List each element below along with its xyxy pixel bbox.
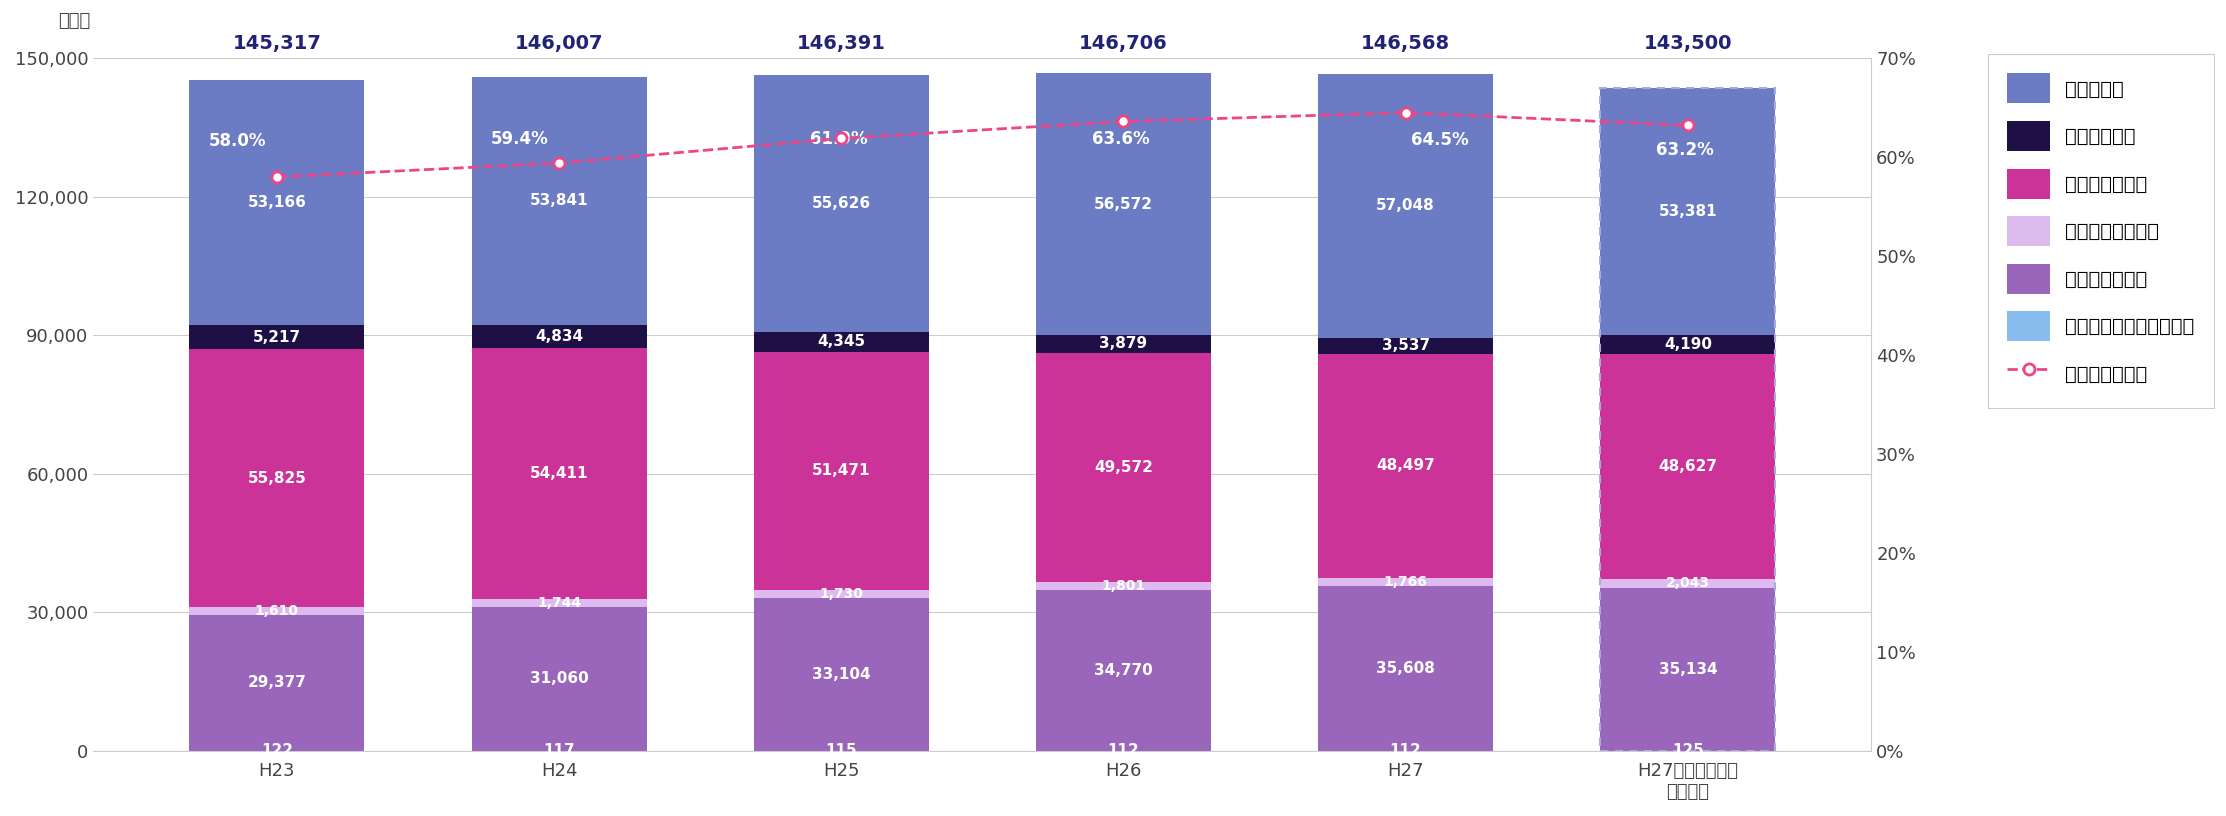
Text: 63.6%: 63.6%	[1091, 130, 1149, 148]
Text: 56,572: 56,572	[1093, 197, 1153, 211]
Bar	[755, 75, 928, 332]
Bar	[189, 614, 365, 751]
Bar	[1035, 335, 1211, 353]
Text: 34,770: 34,770	[1095, 663, 1153, 678]
Bar	[755, 332, 928, 352]
Bar	[1600, 579, 1776, 588]
Text: 1,744: 1,744	[536, 596, 581, 610]
Text: 2,043: 2,043	[1665, 576, 1710, 591]
Text: 64.5%: 64.5%	[1411, 131, 1469, 149]
Text: 49,572: 49,572	[1093, 459, 1153, 475]
Text: 59.4%: 59.4%	[490, 130, 548, 148]
Text: 53,166: 53,166	[247, 195, 307, 210]
Bar	[755, 352, 928, 590]
Bar	[1318, 74, 1494, 338]
Text: 48,497: 48,497	[1376, 459, 1436, 473]
Text: 122: 122	[260, 743, 294, 758]
Text: 146,391: 146,391	[797, 33, 886, 52]
Text: 63.2%: 63.2%	[1656, 141, 1714, 159]
Text: 53,381: 53,381	[1658, 204, 1716, 219]
Text: 143,500: 143,500	[1643, 33, 1732, 52]
Bar	[189, 349, 365, 607]
Bar	[472, 326, 646, 348]
Legend: 公共下水道, し尿汲み取り, 単独処理浄化槽, 農業集落排水施設, 合併処理浄化槽, コミュニティ・プラント, 生活排水処理率: 公共下水道, し尿汲み取り, 単独処理浄化槽, 農業集落排水施設, 合併処理浄化…	[1988, 54, 2215, 408]
Bar	[755, 597, 928, 751]
Bar	[1035, 73, 1211, 335]
Bar	[472, 77, 646, 326]
Bar	[1318, 578, 1494, 586]
Text: 125: 125	[1672, 743, 1703, 758]
Text: 54,411: 54,411	[530, 466, 588, 481]
Text: 1,610: 1,610	[256, 604, 298, 618]
Text: 146,706: 146,706	[1080, 33, 1169, 52]
Text: 5,217: 5,217	[254, 330, 301, 345]
Text: 146,568: 146,568	[1360, 33, 1451, 52]
Text: 35,608: 35,608	[1376, 661, 1436, 676]
Text: 53,841: 53,841	[530, 193, 588, 208]
Text: 3,879: 3,879	[1100, 336, 1149, 351]
Text: 145,317: 145,317	[232, 33, 321, 52]
Bar	[1600, 335, 1776, 354]
Text: 4,345: 4,345	[817, 335, 866, 349]
Text: 4,190: 4,190	[1663, 337, 1712, 352]
Bar	[1035, 582, 1211, 590]
Bar	[1600, 588, 1776, 751]
Text: 57,048: 57,048	[1376, 198, 1436, 213]
Text: 112: 112	[1109, 743, 1140, 758]
Text: 29,377: 29,377	[247, 675, 307, 690]
Text: 61.9%: 61.9%	[810, 130, 868, 148]
Text: 117: 117	[543, 743, 574, 758]
Bar	[472, 599, 646, 607]
Text: 55,626: 55,626	[812, 196, 870, 211]
Text: 3,537: 3,537	[1382, 338, 1429, 353]
Text: 4,834: 4,834	[534, 329, 583, 344]
Text: 112: 112	[1389, 743, 1422, 758]
Bar	[189, 326, 365, 349]
Text: 1,730: 1,730	[819, 587, 864, 601]
Bar	[1035, 590, 1211, 751]
Text: 33,104: 33,104	[812, 667, 870, 681]
Bar	[1318, 586, 1494, 751]
Bar	[472, 607, 646, 751]
Text: 35,134: 35,134	[1658, 662, 1716, 676]
Bar	[1035, 353, 1211, 582]
Text: 1,801: 1,801	[1102, 579, 1146, 592]
Bar	[472, 348, 646, 599]
Text: 1,766: 1,766	[1385, 575, 1427, 589]
Bar	[189, 80, 365, 326]
Text: 48,627: 48,627	[1658, 459, 1718, 474]
Text: 51,471: 51,471	[812, 463, 870, 478]
Text: 146,007: 146,007	[514, 33, 603, 52]
Bar	[1600, 354, 1776, 579]
Bar	[1318, 338, 1494, 354]
Bar	[755, 590, 928, 597]
Bar	[1318, 354, 1494, 578]
Bar	[1600, 88, 1776, 335]
Text: 55,825: 55,825	[247, 471, 307, 486]
Bar	[1600, 88, 1776, 751]
Text: 58.0%: 58.0%	[209, 132, 267, 150]
Bar	[189, 607, 365, 614]
Text: 115: 115	[826, 743, 857, 758]
Text: （人）: （人）	[58, 12, 91, 30]
Text: 31,060: 31,060	[530, 672, 588, 686]
